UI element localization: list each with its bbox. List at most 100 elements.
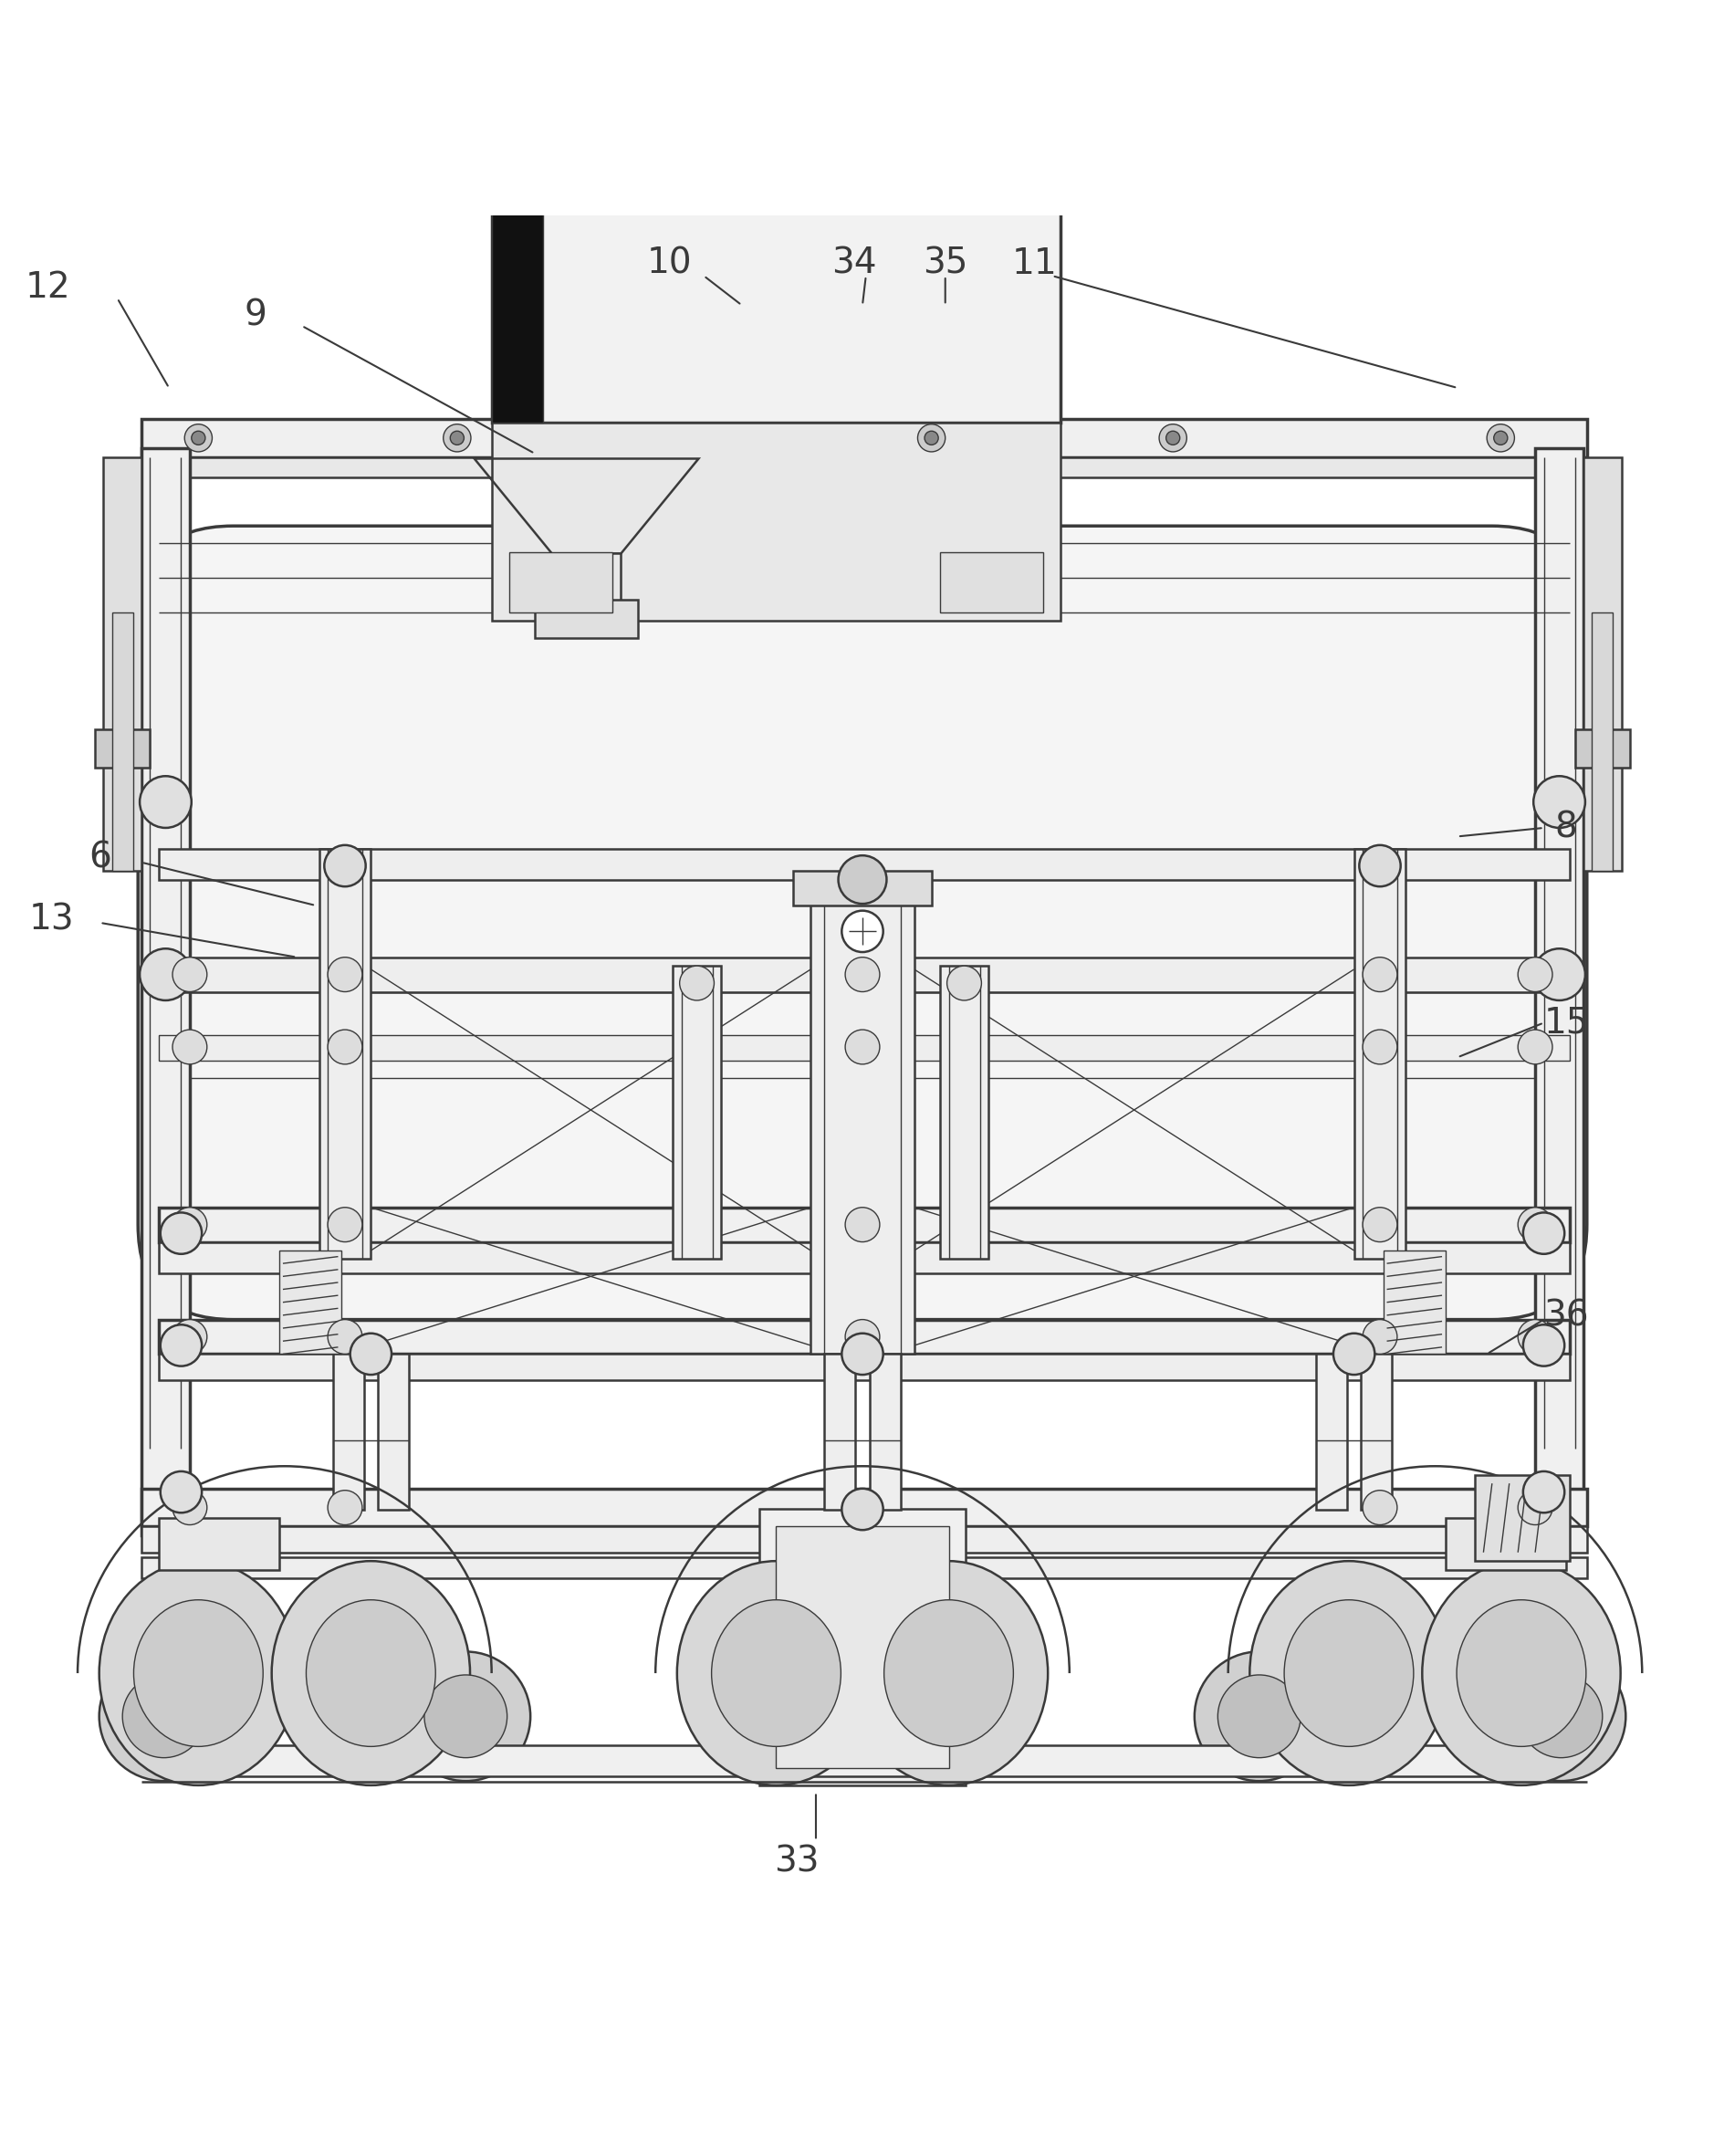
Ellipse shape [676,1561,874,1785]
Bar [141,1557,1586,1578]
Bar [1583,457,1621,871]
Circle shape [1517,1207,1552,1242]
Circle shape [924,431,938,444]
Bar [378,1354,409,1509]
Bar [491,86,1060,423]
Circle shape [841,1488,883,1531]
Ellipse shape [272,1561,469,1785]
Ellipse shape [796,1651,928,1781]
Ellipse shape [1519,1675,1602,1757]
Circle shape [328,1490,362,1524]
Ellipse shape [1248,1561,1446,1785]
Text: 10: 10 [646,246,691,280]
Circle shape [946,966,981,1000]
Text: 12: 12 [26,270,71,306]
Ellipse shape [134,1600,262,1746]
Bar [112,612,133,871]
Circle shape [1333,1332,1374,1376]
Bar [141,1526,1586,1552]
Ellipse shape [424,1675,507,1757]
Circle shape [160,1470,202,1514]
Text: 35: 35 [922,246,967,280]
Circle shape [172,1319,207,1354]
Circle shape [172,1490,207,1524]
Circle shape [350,1332,391,1376]
Bar [279,1250,341,1354]
Bar [509,552,612,612]
Circle shape [1159,425,1186,453]
Bar [672,966,721,1259]
Circle shape [1522,1470,1564,1514]
Text: 6: 6 [88,841,112,875]
Bar [491,423,1060,621]
Ellipse shape [710,1600,841,1746]
Ellipse shape [1455,1600,1586,1746]
Circle shape [1362,1207,1396,1242]
Circle shape [1533,776,1584,828]
Bar [940,966,988,1259]
Bar [159,1354,1569,1380]
Text: 34: 34 [831,246,876,280]
Circle shape [845,1207,879,1242]
Circle shape [172,1031,207,1065]
Bar [491,86,543,423]
Ellipse shape [1217,1675,1300,1757]
Bar [159,1207,1569,1242]
Circle shape [1522,1324,1564,1367]
Bar [159,957,1569,992]
Bar [141,418,1586,457]
Bar [1315,1354,1346,1509]
Ellipse shape [821,1675,903,1757]
Circle shape [845,957,879,992]
Bar [1574,729,1629,768]
Circle shape [1517,1031,1552,1065]
Ellipse shape [1495,1651,1624,1781]
Ellipse shape [100,1651,228,1781]
Bar [940,552,1043,612]
Circle shape [841,910,883,953]
Circle shape [1362,1031,1396,1065]
Circle shape [450,431,464,444]
Circle shape [1486,425,1514,453]
Circle shape [845,1490,879,1524]
Circle shape [172,1207,207,1242]
Circle shape [191,431,205,444]
Circle shape [679,966,714,1000]
Circle shape [1533,949,1584,1000]
Bar [319,849,371,1259]
Bar [95,729,150,768]
Circle shape [160,1324,202,1367]
Ellipse shape [1421,1561,1619,1785]
Circle shape [838,856,886,903]
Text: 33: 33 [774,1843,819,1878]
Circle shape [328,957,362,992]
Circle shape [184,425,212,453]
Bar [103,457,141,871]
Circle shape [917,425,945,453]
Bar [141,457,1586,479]
Circle shape [1517,1319,1552,1354]
Bar [1383,1250,1445,1354]
Bar [869,1354,900,1509]
Circle shape [1362,957,1396,992]
Circle shape [172,957,207,992]
Text: 36: 36 [1543,1298,1588,1332]
Bar [159,1518,279,1570]
Bar [793,871,931,906]
Bar [159,1319,1569,1354]
Bar [552,554,621,604]
Ellipse shape [122,1675,205,1757]
Bar [1353,849,1405,1259]
Circle shape [328,1319,362,1354]
Text: 9: 9 [243,298,267,332]
Circle shape [140,949,191,1000]
Circle shape [1517,1490,1552,1524]
Text: 11: 11 [1012,246,1057,280]
Bar [534,599,638,638]
Bar [333,1354,364,1509]
Bar [159,1035,1569,1061]
Circle shape [324,845,365,886]
Ellipse shape [848,1561,1048,1785]
Ellipse shape [100,1561,297,1785]
Bar [1445,1518,1565,1570]
